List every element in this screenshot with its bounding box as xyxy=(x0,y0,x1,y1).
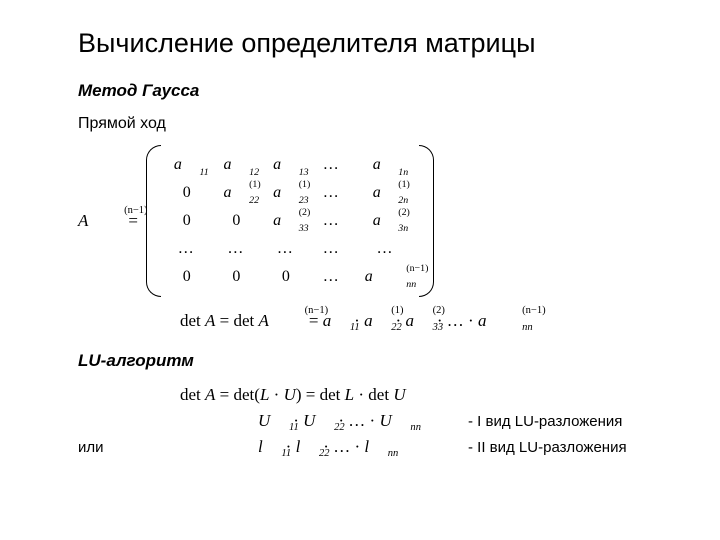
slide-title: Вычисление определителя матрицы xyxy=(78,28,670,59)
lu-row: илиl11 · l22 · … · lnn- II вид LU-разлож… xyxy=(78,437,670,457)
lu-heading: LU-алгоритм xyxy=(78,351,670,371)
gauss-heading: Метод Гаусса xyxy=(78,81,670,101)
gauss-matrix-equation: A (n−1) = a11a12a13…a1n0a(1)22a(1)23…a(1… xyxy=(78,145,670,297)
paren-left xyxy=(144,145,156,297)
lu-row-label: - II вид LU-разложения xyxy=(468,439,627,456)
lu-row-left: или xyxy=(78,439,258,456)
slide: Вычисление определителя матрицы Метод Га… xyxy=(0,0,720,540)
lu-row-label: - I вид LU-разложения xyxy=(468,413,622,430)
matrix-body: a11a12a13…a1n0a(1)22a(1)23…a(1)2n00a(2)3… xyxy=(162,151,418,291)
gauss-sub: Прямой ход xyxy=(78,115,670,133)
lu-row: U11 · U22 · … · Unn- I вид LU-разложения xyxy=(78,411,670,431)
lu-row-formula: U11 · U22 · … · Unn xyxy=(258,411,468,431)
gauss-matrix: a11a12a13…a1n0a(1)22a(1)23…a(1)2n00a(2)3… xyxy=(144,145,436,297)
gauss-det-line: det A = det A(n−1) = a11 · a(1)22 · a(2)… xyxy=(180,311,670,331)
gauss-lhs: A (n−1) = xyxy=(78,211,138,231)
lu-row-formula: l11 · l22 · … · lnn xyxy=(258,437,468,457)
lu-section: LU-алгоритм det A = det(L · U) = det L ·… xyxy=(78,351,670,457)
lu-det-line: det A = det(L · U) = det L · det U xyxy=(180,385,670,405)
paren-right xyxy=(424,145,436,297)
